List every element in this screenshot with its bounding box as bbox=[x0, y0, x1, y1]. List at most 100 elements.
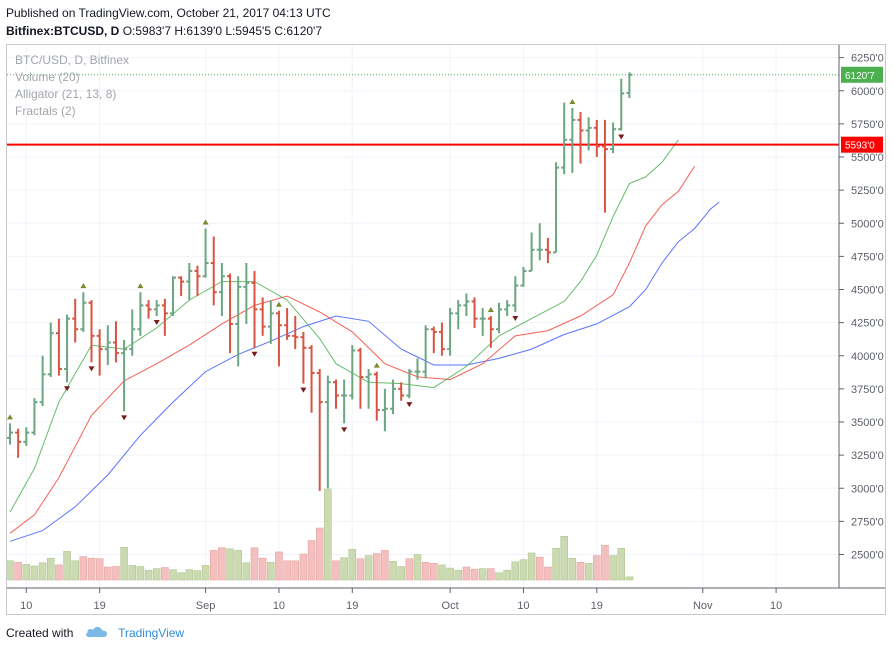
volume-bar bbox=[201, 565, 210, 581]
volume-bar bbox=[128, 565, 136, 581]
x-tick-label: 10 bbox=[770, 600, 782, 612]
y-tick-label: 3000'0 bbox=[851, 483, 884, 495]
horizontal-line-tag-label: 5593'0 bbox=[845, 141, 875, 152]
ohlc-bar bbox=[267, 300, 274, 344]
volume-bar bbox=[593, 555, 601, 581]
fractal-down-marker bbox=[88, 366, 95, 372]
chart-frame[interactable]: 6250'0 6000'0 5750'0 5500'0 5250'0 5000'0 4750… bbox=[6, 44, 886, 615]
volume-bar bbox=[576, 562, 585, 581]
ohlc-bar bbox=[536, 223, 543, 261]
ohlc-bar bbox=[333, 379, 339, 409]
chart-legend: BTC/USD, D, Bitfinex Volume (20) Alligat… bbox=[15, 52, 129, 120]
volume-bar bbox=[544, 566, 552, 581]
last-price-tag-box bbox=[841, 66, 883, 83]
volume-bar bbox=[38, 562, 47, 581]
fractal-up-marker bbox=[80, 283, 87, 289]
volume-bar bbox=[430, 563, 438, 581]
volume-bar bbox=[373, 553, 381, 581]
volume-bar bbox=[356, 558, 365, 581]
ohlc-bar bbox=[300, 331, 307, 384]
ohlc-bar bbox=[243, 263, 250, 324]
volume-bar bbox=[454, 569, 462, 581]
y-tick-label: 5500'0 bbox=[851, 152, 884, 164]
volume-bar bbox=[397, 566, 405, 581]
volume-bar bbox=[348, 549, 357, 581]
ohlc-bar bbox=[447, 308, 454, 356]
legend-volume[interactable]: Volume (20) bbox=[15, 70, 80, 84]
ohlc-bar bbox=[178, 276, 185, 297]
volume-bar bbox=[552, 548, 560, 581]
symbol-name: Bitfinex:BTCUSD, D bbox=[6, 24, 120, 38]
ohlc-bar bbox=[137, 292, 144, 336]
symbol-line: Bitfinex:BTCUSD, D O:5983'7 H:6139'0 L:5… bbox=[6, 22, 331, 40]
ohlc-bar bbox=[463, 293, 470, 316]
volume-bar bbox=[511, 561, 520, 581]
fractal-down-marker bbox=[618, 134, 625, 140]
ohlc-bar bbox=[438, 322, 445, 356]
ohlc-bar bbox=[365, 369, 372, 409]
x-tick-label: Nov bbox=[693, 600, 713, 612]
volume-bar bbox=[30, 565, 39, 581]
ohlc-bar bbox=[618, 78, 625, 131]
volume-bar bbox=[95, 558, 104, 581]
ohlc-values: O:5983'7 H:6139'0 L:5945'5 C:6120'7 bbox=[122, 24, 323, 38]
x-tick-label: 19 bbox=[591, 600, 603, 612]
volume-bar bbox=[413, 554, 422, 581]
volume-bar bbox=[258, 557, 267, 581]
ohlc-bar bbox=[161, 298, 168, 336]
volume-bar bbox=[584, 563, 593, 581]
volume-bar bbox=[104, 566, 112, 581]
y-tick-label: 4750'0 bbox=[851, 251, 884, 263]
y-tick-label: 5250'0 bbox=[851, 185, 884, 197]
volume-bar bbox=[617, 548, 625, 581]
ohlc-bar bbox=[72, 298, 79, 343]
created-with-label: Created with bbox=[6, 626, 74, 640]
alligator-lips-line bbox=[9, 139, 679, 513]
legend-alligator[interactable]: Alligator (21, 13, 8) bbox=[15, 87, 117, 101]
tradingview-brand[interactable]: TradingView bbox=[118, 626, 185, 640]
fractal-down-marker bbox=[64, 386, 71, 392]
tradingview-cloud-icon bbox=[85, 625, 109, 643]
ohlc-bar bbox=[398, 382, 405, 401]
volume-bar bbox=[503, 569, 511, 581]
volume-bar bbox=[389, 561, 397, 581]
volume-bar bbox=[152, 568, 161, 581]
volume-bar bbox=[332, 560, 340, 581]
ohlc-bar bbox=[553, 162, 560, 254]
fractal-down-marker bbox=[512, 316, 519, 322]
ohlc-bar bbox=[88, 300, 95, 363]
y-tick-label: 3750'0 bbox=[851, 384, 884, 396]
volume-bar bbox=[495, 572, 503, 581]
ohlc-bar bbox=[520, 266, 527, 287]
volume-bar bbox=[71, 560, 79, 581]
fractal-down-marker bbox=[121, 415, 128, 421]
fractal-up-marker bbox=[487, 307, 494, 312]
volume-bar bbox=[144, 569, 153, 581]
ohlc-bar bbox=[390, 379, 397, 415]
ohlc-bar bbox=[153, 300, 160, 316]
legend-fractals[interactable]: Fractals (2) bbox=[15, 104, 76, 118]
ohlc-bar bbox=[544, 237, 551, 263]
ohlc-bar bbox=[15, 428, 22, 458]
ohlc-bar bbox=[170, 276, 176, 316]
volume-bar bbox=[527, 552, 536, 581]
price-chart[interactable]: 6250'0 6000'0 5750'0 5500'0 5250'0 5000'0 4750… bbox=[7, 45, 885, 614]
x-tick-label: Oct bbox=[442, 600, 459, 612]
ohlc-bar bbox=[129, 309, 136, 356]
volume-bar bbox=[234, 550, 242, 581]
volume-bar bbox=[625, 576, 634, 581]
ohlc-bar bbox=[7, 423, 13, 445]
ohlc-bar bbox=[186, 263, 193, 301]
fractal-down-marker bbox=[341, 427, 348, 433]
ohlc-bar bbox=[316, 369, 323, 491]
ohlc-bar bbox=[610, 122, 617, 154]
fractal-up-marker bbox=[7, 414, 13, 420]
footer: Created with TradingView bbox=[6, 624, 184, 642]
ohlc-bar bbox=[601, 119, 608, 213]
volume-bar bbox=[14, 562, 22, 581]
volume-bar bbox=[242, 562, 251, 581]
ohlc-bar bbox=[487, 316, 494, 348]
legend-title[interactable]: BTC/USD, D, Bitfinex bbox=[15, 53, 130, 67]
y-tick-label: 6000'0 bbox=[851, 86, 884, 98]
ohlc-bar bbox=[479, 308, 486, 336]
